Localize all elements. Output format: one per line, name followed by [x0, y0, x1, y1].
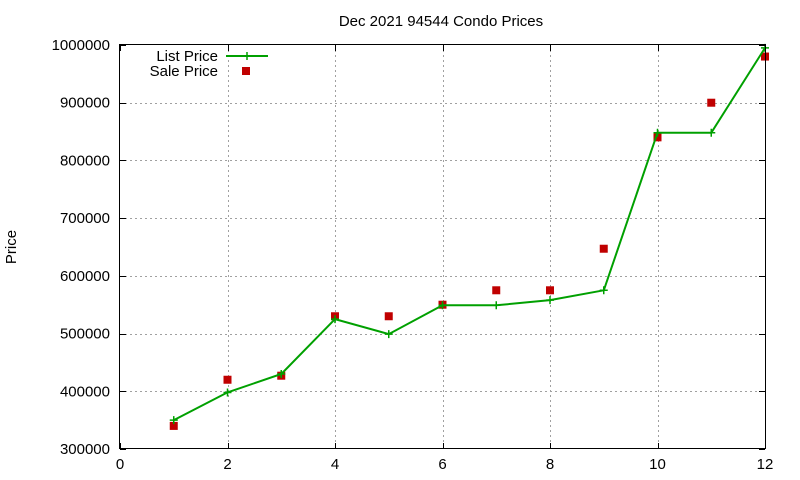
x-tick-label: 10 [649, 456, 666, 473]
x-tick-label: 8 [546, 456, 554, 473]
list-price-point [546, 296, 554, 305]
sale-price-point [599, 244, 608, 253]
sale-price-point [384, 312, 393, 321]
list-price-point [653, 128, 662, 137]
legend-cross-marker [243, 52, 251, 60]
legend-swatch-sale-price [242, 67, 250, 75]
y-tick-label: 700000 [60, 210, 110, 227]
legend-label-list-price: List Price [156, 48, 218, 65]
grid [120, 45, 765, 449]
list-price-point [384, 330, 393, 339]
list-price-line [173, 47, 766, 421]
y-tick-label: 500000 [60, 326, 110, 343]
sale-price-point [492, 286, 501, 295]
x-tick-label: 2 [223, 456, 231, 473]
sale-price-point [546, 286, 554, 295]
plot-frame [119, 44, 766, 449]
legend-label-sale-price: Sale Price [150, 63, 218, 80]
x-tick-label: 12 [757, 456, 774, 473]
list-price-point [599, 286, 608, 295]
y-tick-label: 1000000 [52, 37, 110, 54]
x-tick-label: 0 [116, 456, 124, 473]
tick-layer: 0 2 4 6 8 10 12 300000 400000 500000 600000 700000 8… [52, 37, 774, 473]
y-axis-label: Price [3, 230, 20, 264]
list-price-point [223, 388, 232, 397]
x-tick-label: 6 [438, 456, 446, 473]
y-tick-label: 300000 [60, 441, 110, 458]
sale-price-point [653, 133, 662, 142]
list-price-point [277, 369, 286, 378]
x-tick-label: 4 [331, 456, 339, 473]
sale-price-point [223, 375, 232, 384]
y-tick-label: 800000 [60, 152, 110, 169]
series-layer [169, 43, 769, 430]
sale-price-point [169, 421, 178, 430]
legend: List Price Sale Price [150, 48, 268, 80]
y-tick-label: 600000 [60, 268, 110, 285]
sale-price-point [707, 98, 716, 107]
list-price-point [707, 128, 716, 137]
y-tick-label: 400000 [60, 383, 110, 400]
y-tick-label: 900000 [60, 95, 110, 112]
list-price-point [169, 416, 178, 425]
list-price-point [331, 315, 339, 324]
list-price-point [438, 301, 447, 310]
chart-title: Dec 2021 94544 Condo Prices [339, 13, 543, 30]
list-price-point [492, 301, 501, 310]
